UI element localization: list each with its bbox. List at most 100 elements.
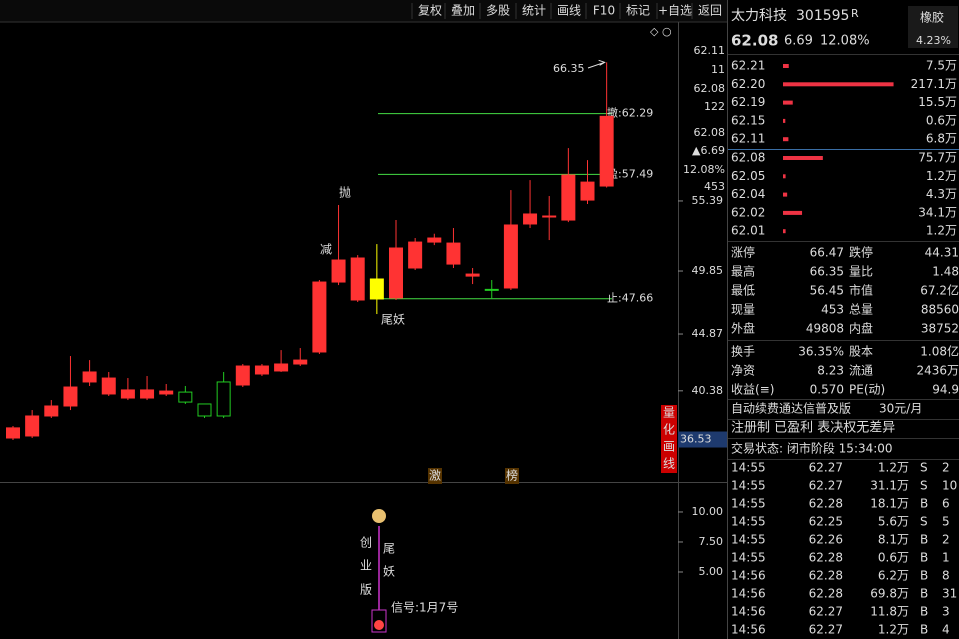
stat-value: 44.31	[925, 246, 959, 260]
trade-price: 62.27	[809, 461, 843, 475]
trade-time: 14:56	[731, 587, 766, 601]
axis-info-bg	[680, 43, 726, 59]
axis-info-bg	[680, 99, 726, 115]
candle-body	[254, 365, 269, 375]
axis-info: 122	[704, 100, 725, 113]
side-label-char: 画	[663, 440, 675, 454]
trade-count: 1	[942, 551, 950, 565]
stock-code: 301595	[796, 8, 849, 24]
promo[interactable]: 自动续费通达信普及版	[731, 402, 851, 416]
sector[interactable]: 橡胶	[920, 10, 944, 25]
trade-side: B	[920, 569, 928, 583]
toolbar-button[interactable]: 画线	[557, 4, 581, 18]
trade-volume: 11.8万	[870, 605, 909, 619]
candle-body	[484, 288, 499, 291]
toolbar-button[interactable]: 返回	[698, 4, 722, 18]
candle-body	[216, 381, 231, 417]
book-bar	[783, 118, 786, 123]
stat-label: PE(动)	[849, 383, 885, 397]
axis-info: 62.11	[694, 44, 726, 57]
side-label-box[interactable]	[661, 405, 677, 473]
candle-body	[542, 215, 557, 218]
toolbar	[0, 0, 727, 22]
axis-info: ▲6.69	[692, 144, 725, 157]
stat-value: 1.08亿	[920, 344, 959, 359]
trade-volume: 69.8万	[870, 587, 909, 601]
side-label-char: 化	[663, 423, 675, 437]
signal-r	[374, 620, 384, 630]
peak-label: 66.35	[553, 62, 585, 75]
toolbar-button[interactable]: 复权	[418, 4, 442, 18]
candle-body	[503, 224, 518, 289]
trade-time: 14:56	[731, 569, 766, 583]
axis-info-bg	[680, 81, 726, 97]
annotation: 抛	[339, 185, 351, 200]
stat-value: 88560	[921, 303, 959, 317]
trade-side: S	[920, 479, 928, 493]
stat-value: 94.9	[932, 383, 959, 397]
candle-body	[6, 427, 20, 439]
candle-body	[408, 241, 423, 269]
trade-time: 14:55	[731, 533, 766, 547]
money-bag	[372, 509, 386, 523]
toolbar-button[interactable]: 统计	[522, 4, 546, 18]
icon[interactable]: ◇ ○	[650, 25, 672, 38]
book-volume: 34.1万	[918, 205, 957, 219]
signal-box	[371, 609, 387, 633]
book-price: 62.21	[731, 59, 765, 73]
trade-time: 14:55	[731, 479, 766, 493]
stat-label: 市值	[849, 283, 873, 298]
candle-body	[82, 371, 97, 383]
trade-volume: 1.2万	[878, 461, 909, 475]
trade-volume: 18.1万	[870, 497, 909, 511]
candle-body	[120, 389, 135, 399]
stat-label: 最高	[731, 264, 755, 279]
candle-body	[446, 242, 461, 265]
book-bar	[783, 210, 803, 215]
book-price: 62.15	[731, 113, 765, 127]
stat-label: 现量	[731, 303, 755, 317]
trade-side: B	[920, 605, 928, 619]
indicator-label: 版	[360, 583, 372, 597]
candle-body	[178, 391, 193, 403]
toolbar-button[interactable]: 标记	[626, 4, 650, 18]
price-line-label: 盈:57.49	[607, 167, 653, 180]
y-tick-label: 7.50	[699, 535, 724, 548]
book-volume: 15.5万	[918, 95, 957, 109]
trade-side: B	[920, 587, 928, 601]
stat-value: 66.47	[810, 246, 844, 260]
candle-body	[25, 415, 40, 437]
book-volume: 217.1万	[911, 77, 957, 91]
toolbar-button[interactable]: 叠加	[451, 4, 475, 18]
annotation-bg	[428, 468, 442, 484]
candle-body	[561, 174, 576, 221]
trade-side: B	[920, 623, 928, 637]
axis-info: 12.08%	[683, 163, 725, 176]
toolbar-button[interactable]: F10	[593, 4, 615, 18]
trade-count: 5	[942, 515, 950, 529]
book-volume: 6.8万	[926, 132, 957, 146]
trade-price: 62.28	[809, 569, 843, 583]
indicator-label: 信号:1月7号	[391, 601, 458, 615]
book-volume: 0.6万	[926, 113, 957, 127]
stat-label: 量比	[849, 265, 873, 279]
sector-button[interactable]	[908, 6, 958, 48]
stat-value: 8.23	[817, 364, 844, 378]
trade-side: B	[920, 497, 928, 511]
promo-price[interactable]: 30元/月	[879, 402, 922, 416]
toolbar-button[interactable]: +自选	[658, 4, 692, 18]
trade-time: 14:56	[731, 605, 766, 619]
price-line-label: 止:47.66	[607, 292, 653, 305]
candle-body	[101, 377, 116, 395]
trade-volume: 0.6万	[878, 551, 909, 565]
axis-info: 62.08	[694, 82, 726, 95]
toolbar-button[interactable]: 多股	[486, 4, 510, 18]
book-bar	[783, 192, 788, 197]
book-bar	[783, 82, 894, 87]
book-volume: 7.5万	[926, 59, 957, 73]
book-price: 62.11	[731, 132, 765, 146]
stat-label: 总量	[849, 303, 873, 317]
book-price: 62.05	[731, 169, 765, 183]
